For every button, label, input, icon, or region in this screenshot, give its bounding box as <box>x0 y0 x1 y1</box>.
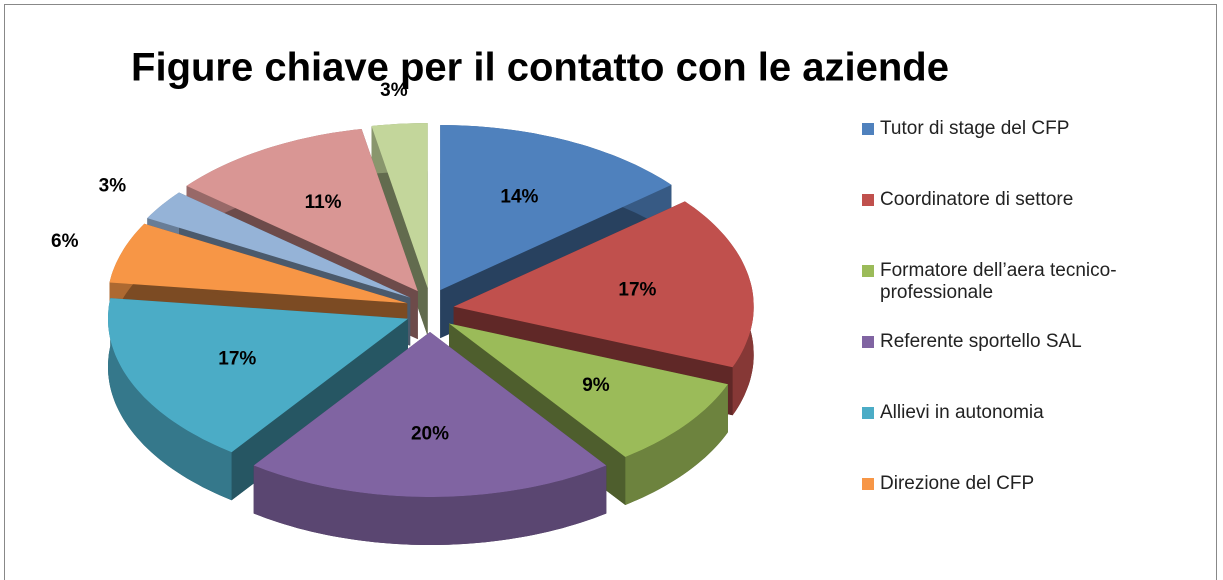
slice <box>109 223 408 304</box>
legend-item: Formatore dell’aera tecnico-professional… <box>862 260 1152 331</box>
legend-swatch <box>862 123 874 135</box>
legend-item: Allievi in autonomia <box>862 402 1152 473</box>
legend-label: Direzione del CFP <box>880 473 1035 494</box>
slice <box>147 192 411 298</box>
legend-item: Coordinatore di settore <box>862 189 1152 260</box>
data-label: 17% <box>618 280 656 301</box>
chart-frame <box>4 4 1217 580</box>
data-label: 14% <box>500 187 538 208</box>
data-label: 6% <box>51 231 79 252</box>
slice <box>371 123 428 289</box>
data-label: 9% <box>582 375 610 396</box>
legend-item: Referente sportello SAL <box>862 331 1152 402</box>
legend-swatch <box>862 407 874 419</box>
data-label: 11% <box>305 192 342 213</box>
slice <box>453 201 754 368</box>
legend-swatch <box>862 194 874 206</box>
slice <box>186 129 418 292</box>
chart-title: Figure chiave per il contatto con le azi… <box>131 46 949 90</box>
legend-label: Allievi in autonomia <box>880 402 1044 423</box>
legend-item: Direzione del CFP <box>862 473 1152 544</box>
legend-swatch <box>862 336 874 348</box>
slice <box>449 323 728 457</box>
legend-label: Tutor di stage del CFP <box>880 118 1070 139</box>
slice-side <box>253 465 607 545</box>
slice <box>440 125 672 291</box>
data-label: 20% <box>411 423 449 444</box>
slice-side <box>625 384 728 505</box>
legend: Tutor di stage del CFP Coordinatore di se… <box>862 118 1152 544</box>
slice <box>253 332 607 497</box>
legend-label: Referente sportello SAL <box>880 331 1082 352</box>
slice <box>108 298 408 453</box>
data-label: 3% <box>99 175 127 196</box>
slice-side <box>108 298 232 501</box>
data-label: 3% <box>380 80 408 101</box>
legend-label: Formatore dell’aera tecnico-professional… <box>880 260 1117 303</box>
legend-label: Coordinatore di settore <box>880 189 1074 210</box>
legend-item: Tutor di stage del CFP <box>862 118 1152 189</box>
legend-swatch <box>862 478 874 490</box>
data-label: 17% <box>218 348 256 369</box>
legend-swatch <box>862 265 874 277</box>
